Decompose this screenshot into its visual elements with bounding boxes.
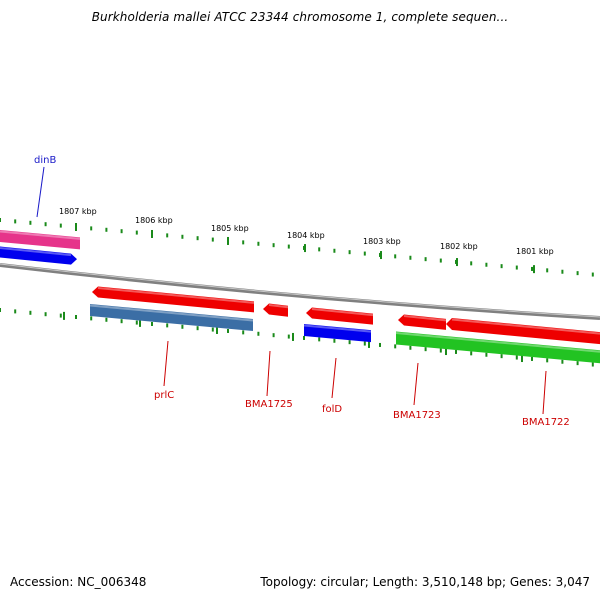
ruler-tick-label: 1806 kbp: [135, 216, 173, 225]
ruler-tick-label: 1805 kbp: [211, 224, 249, 233]
gene-dinB-body: [0, 230, 80, 250]
ruler-tick-label: 1807 kbp: [59, 207, 97, 216]
gene-features: [0, 230, 600, 364]
gene-folD-highlight: [311, 308, 374, 317]
gene-prlC: [92, 286, 255, 313]
topology-text: Topology: circular; Length: 3,510,148 bp…: [260, 575, 590, 589]
gene-BMA1725: [263, 303, 289, 317]
gene-folD-ortholog: [303, 324, 372, 343]
gene-green-feature: [395, 331, 600, 364]
chromosome-backbone-highlight: [0, 263, 600, 318]
gene-prlC-ortholog: [89, 304, 254, 331]
ruler-tick-label: 1802 kbp: [440, 242, 478, 251]
gene-prlC-highlight: [97, 287, 255, 304]
label-pointer-prlC: [163, 340, 169, 387]
gene-prlC-ortholog-highlight: [89, 304, 254, 322]
gene-label-BMA1722: BMA1722: [522, 417, 570, 428]
gene-BMA1722-highlight: [451, 318, 600, 335]
gene-BMA1725-body: [263, 303, 288, 317]
ruler-upper-ticks: [0, 218, 594, 277]
gene-dinB-neighbor-highlight: [0, 247, 72, 257]
label-pointer-BMA1722: [542, 370, 547, 415]
label-pointer-folD: [331, 357, 337, 399]
footer: Accession: NC_006348 Topology: circular;…: [10, 575, 590, 589]
gene-green-feature-highlight: [395, 332, 600, 353]
label-pointer-dinB: [36, 166, 45, 218]
map-title: Burkholderia mallei ATCC 23344 chromosom…: [91, 10, 509, 24]
gene-label-prlC: prlC: [154, 390, 174, 401]
gene-BMA1723-highlight: [403, 315, 447, 322]
gene-BMA1723-body: [398, 314, 446, 330]
gene-prlC-ortholog-body: [90, 304, 253, 331]
ruler-tick-labels: 1807 kbp 1806 kbp 1805 kbp 1804 kbp 1803 kbp…: [59, 207, 554, 256]
gene-label-folD: folD: [322, 404, 342, 415]
ruler-tick-label: 1804 kbp: [287, 231, 325, 240]
gene-dinB-neighbor: [0, 246, 77, 265]
gene-labels: dinB prlC BMA1725 folD BMA1723 BMA1722: [34, 155, 570, 428]
chromosome-backbone: [0, 263, 600, 320]
gene-folD: [306, 307, 374, 325]
gene-folD-ortholog-highlight: [303, 324, 372, 333]
gene-dinB: [0, 230, 81, 250]
gene-dinB-neighbor-body: [0, 246, 77, 265]
gene-label-BMA1725: BMA1725: [245, 399, 293, 410]
label-pointer-BMA1723: [413, 362, 419, 406]
gene-prlC-body: [92, 286, 254, 313]
accession-text: Accession: NC_006348: [10, 575, 147, 589]
gene-label-dinB: dinB: [34, 155, 56, 166]
gene-BMA1723: [398, 314, 447, 330]
gene-BMA1725-highlight: [268, 304, 289, 309]
gene-BMA1722-body: [446, 318, 600, 345]
ruler-tick-label: 1803 kbp: [363, 237, 401, 246]
ruler-tick-label: 1801 kbp: [516, 247, 554, 256]
label-pointer-BMA1725: [266, 350, 271, 397]
ruler-lower-ticks: [0, 308, 594, 367]
gene-label-BMA1723: BMA1723: [393, 410, 441, 421]
gene-green-feature-body: [396, 331, 600, 364]
gene-dinB-highlight: [0, 230, 81, 240]
gene-folD-ortholog-body: [304, 324, 371, 343]
gene-BMA1722: [446, 318, 600, 345]
gene-folD-body: [306, 307, 373, 325]
